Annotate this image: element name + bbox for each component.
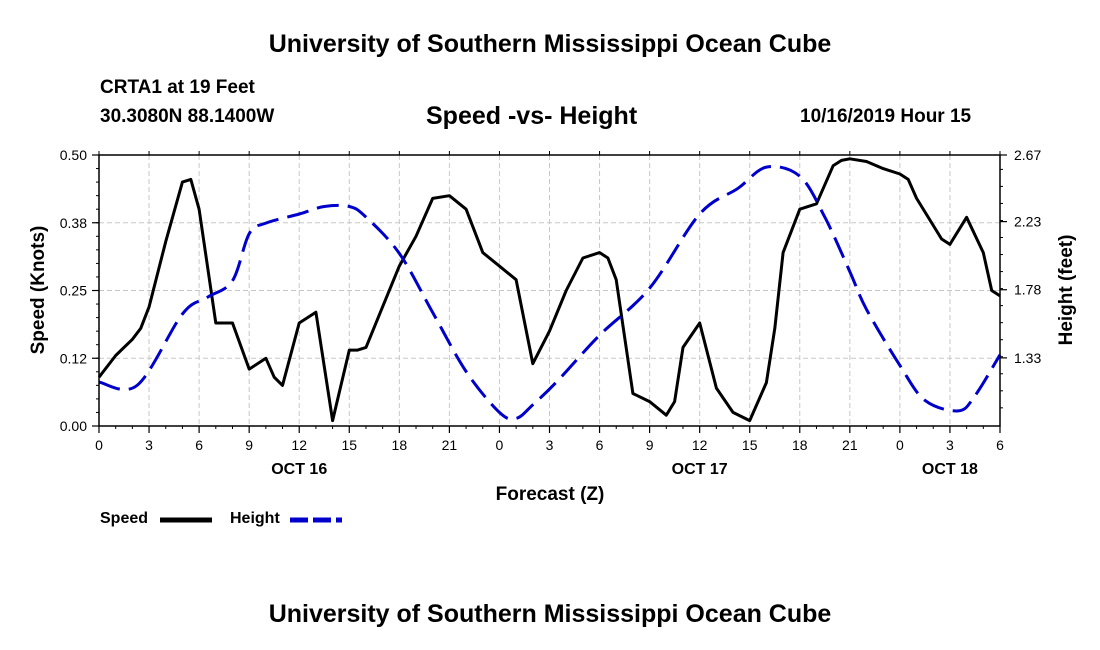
x-tick-label: 18 bbox=[792, 437, 808, 453]
x-tick-label: 3 bbox=[546, 437, 554, 453]
footer-title: University of Southern Mississippi Ocean… bbox=[268, 600, 832, 628]
y-axis-right-title: Height (feet) bbox=[1056, 235, 1077, 346]
axes: 0 3 6 9 12 15 18 21 0 3 6 9 12 15 18 21 0 3 6 OCT 16 OCT 17 O… bbox=[60, 147, 1042, 478]
y-left-tick-label: 0.25 bbox=[60, 283, 87, 299]
y-left-tick-label: 0.00 bbox=[60, 418, 87, 434]
date-label: OCT 17 bbox=[672, 461, 728, 478]
x-tick-label: 0 bbox=[95, 437, 103, 453]
y-right-tick-label: 1.78 bbox=[1014, 282, 1041, 298]
x-axis-title: Forecast (Z) bbox=[496, 484, 605, 505]
series-line-height bbox=[98, 165, 1002, 421]
grid bbox=[99, 155, 1000, 426]
series-line-speed bbox=[97, 157, 1001, 423]
x-tick-label: 12 bbox=[291, 437, 307, 453]
x-tick-label: 21 bbox=[442, 437, 458, 453]
x-tick-label: 0 bbox=[896, 437, 904, 453]
x-tick-label: 21 bbox=[842, 437, 858, 453]
x-tick-label: 3 bbox=[946, 437, 954, 453]
y-right-tick-label: 2.67 bbox=[1014, 147, 1041, 163]
coordinates-label: 30.3080N 88.1400W bbox=[100, 106, 275, 127]
x-tick-label: 18 bbox=[392, 437, 408, 453]
series-layer bbox=[97, 157, 1002, 423]
x-tick-label: 9 bbox=[245, 437, 253, 453]
date-label: OCT 16 bbox=[271, 461, 327, 478]
date-label: OCT 18 bbox=[922, 461, 978, 478]
x-tick-label: 6 bbox=[996, 437, 1004, 453]
station-label: CRTA1 at 19 Feet bbox=[100, 77, 255, 98]
chart-subtitle: Speed -vs- Height bbox=[426, 102, 638, 130]
y-right-tick-label: 2.23 bbox=[1014, 214, 1041, 230]
y-right-tick-label: 1.33 bbox=[1014, 350, 1041, 366]
y-left-tick-label: 0.38 bbox=[60, 215, 87, 231]
forecast-datetime: 10/16/2019 Hour 15 bbox=[800, 106, 972, 127]
legend-speed-label: Speed bbox=[100, 510, 149, 527]
x-tick-label: 6 bbox=[195, 437, 203, 453]
y-left-tick-label: 0.12 bbox=[60, 350, 87, 366]
x-tick-label: 15 bbox=[341, 437, 357, 453]
x-tick-label: 6 bbox=[596, 437, 604, 453]
y-left-tick-label: 0.50 bbox=[60, 147, 87, 163]
legend-height-label: Height bbox=[230, 510, 280, 527]
x-tick-label: 15 bbox=[742, 437, 758, 453]
chart-title: University of Southern Mississippi Ocean… bbox=[268, 30, 832, 58]
x-tick-label: 3 bbox=[145, 437, 153, 453]
y-axis-left-title: Speed (Knots) bbox=[28, 226, 49, 355]
x-tick-label: 0 bbox=[496, 437, 504, 453]
x-tick-label: 12 bbox=[692, 437, 708, 453]
x-tick-label: 9 bbox=[646, 437, 654, 453]
